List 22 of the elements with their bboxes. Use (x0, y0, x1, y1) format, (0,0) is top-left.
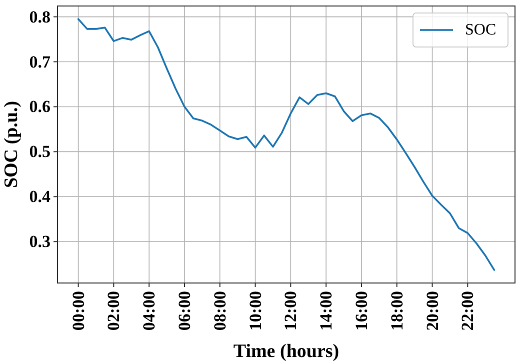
x-tick-label: 22:00 (458, 291, 478, 331)
y-tick-label: 0.8 (29, 7, 50, 26)
y-tick-label: 0.5 (29, 142, 50, 162)
x-tick-label: 16:00 (352, 291, 371, 331)
x-tick-label: 04:00 (140, 291, 159, 331)
x-tick-label: 12:00 (281, 291, 300, 331)
y-tick-label: 0.6 (29, 97, 50, 116)
y-tick-label: 0.7 (29, 52, 51, 72)
y-tick-label: 0.3 (29, 232, 50, 252)
x-tick-label: 00:00 (68, 291, 88, 331)
x-tick-label: 08:00 (210, 291, 230, 331)
x-tick-label: 14:00 (316, 291, 336, 331)
x-tick-label: 20:00 (422, 291, 442, 331)
x-tick-label: 10:00 (246, 291, 265, 331)
x-tick-label: 06:00 (174, 291, 194, 331)
line-series (77, 18, 496, 271)
x-tick-label: 18:00 (387, 291, 406, 331)
x-axis-title: Time (hours) (233, 341, 340, 362)
y-tick-label: 0.4 (29, 187, 51, 206)
legend-label: SOC (465, 22, 496, 38)
y-axis-title: SOC (p.u.) (1, 100, 22, 188)
x-tick-label: 02:00 (104, 291, 124, 331)
